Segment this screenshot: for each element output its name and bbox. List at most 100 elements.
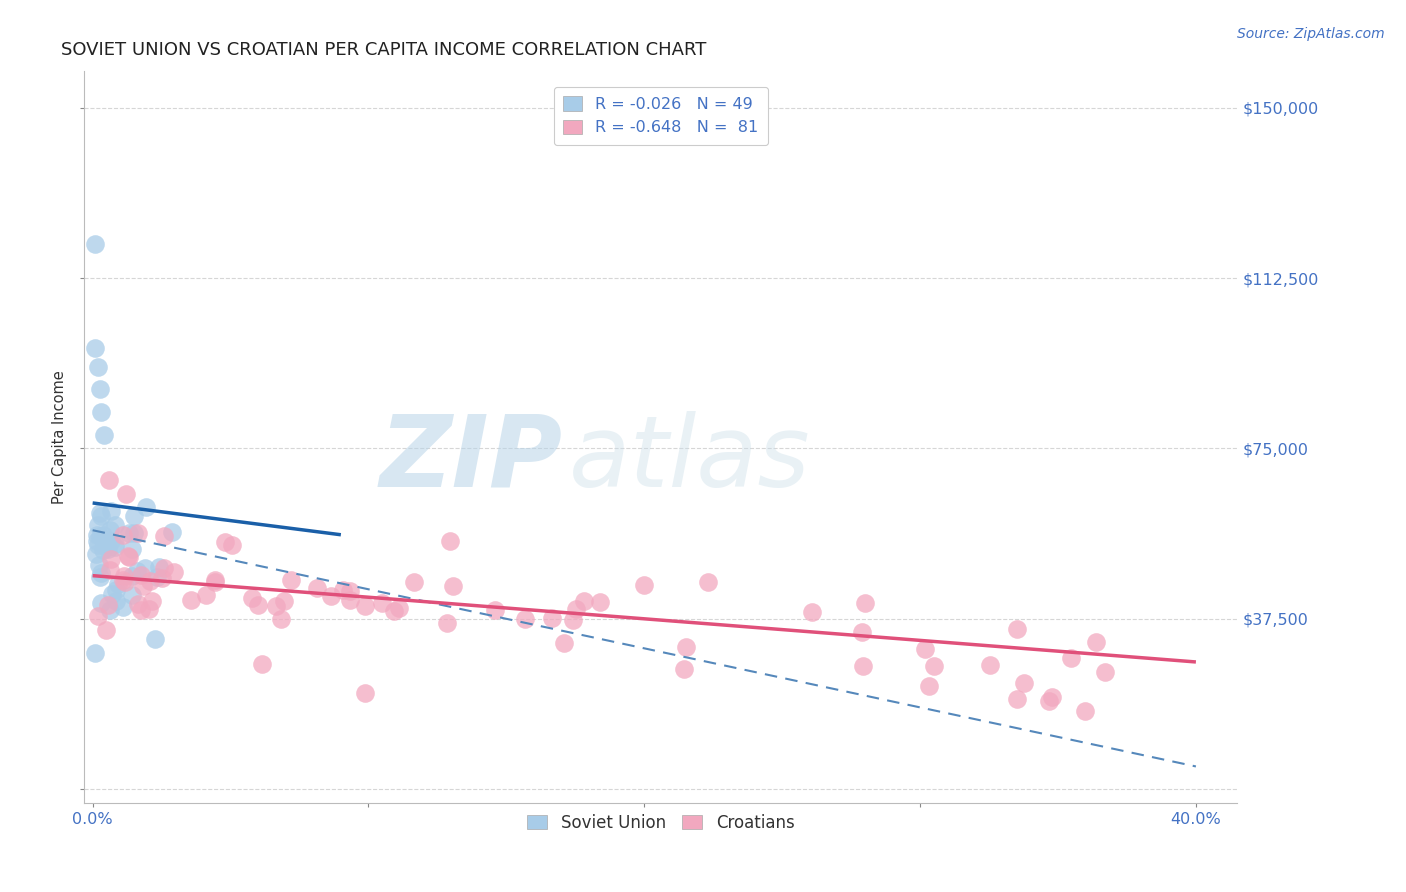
Point xyxy=(163,565,186,579)
Point xyxy=(247,598,270,612)
Point xyxy=(105,582,128,597)
Point xyxy=(89,506,111,520)
Point xyxy=(100,533,122,548)
Point xyxy=(107,577,129,591)
Point xyxy=(89,383,111,397)
Point xyxy=(589,595,612,609)
Point xyxy=(86,534,108,549)
Point xyxy=(697,574,720,589)
Point xyxy=(1012,676,1035,690)
Point xyxy=(111,528,134,542)
Point xyxy=(145,570,167,584)
Point xyxy=(87,359,110,374)
Point xyxy=(441,579,464,593)
Point xyxy=(93,538,115,552)
Point xyxy=(90,595,112,609)
Point xyxy=(305,582,328,596)
Point xyxy=(100,603,122,617)
Point xyxy=(121,588,143,602)
Point xyxy=(111,574,134,588)
Point xyxy=(851,625,873,640)
Point xyxy=(98,473,121,487)
Point xyxy=(853,596,876,610)
Point xyxy=(138,602,160,616)
Point xyxy=(148,559,170,574)
Point xyxy=(153,529,176,543)
Point xyxy=(1074,704,1097,718)
Point xyxy=(122,509,145,524)
Point xyxy=(1094,665,1116,680)
Point xyxy=(339,583,361,598)
Point xyxy=(675,640,697,654)
Point xyxy=(122,526,145,541)
Point xyxy=(121,541,143,556)
Point xyxy=(439,533,461,548)
Point xyxy=(127,565,149,579)
Point xyxy=(98,563,121,577)
Point xyxy=(180,593,202,607)
Point xyxy=(572,593,595,607)
Point xyxy=(87,608,110,623)
Point xyxy=(404,574,426,589)
Point xyxy=(90,405,112,419)
Text: SOVIET UNION VS CROATIAN PER CAPITA INCOME CORRELATION CHART: SOVIET UNION VS CROATIAN PER CAPITA INCO… xyxy=(62,41,707,59)
Point xyxy=(204,574,226,588)
Point xyxy=(354,599,377,613)
Point xyxy=(98,523,121,537)
Point xyxy=(1005,622,1028,636)
Text: ZIP: ZIP xyxy=(380,410,562,508)
Point xyxy=(332,583,354,598)
Point xyxy=(104,537,127,551)
Point xyxy=(86,528,108,542)
Point xyxy=(97,598,120,612)
Legend: Soviet Union, Croatians: Soviet Union, Croatians xyxy=(520,807,801,838)
Point xyxy=(96,536,118,550)
Point xyxy=(1040,690,1063,704)
Point xyxy=(129,568,152,582)
Text: Source: ZipAtlas.com: Source: ZipAtlas.com xyxy=(1237,27,1385,41)
Point xyxy=(141,593,163,607)
Point xyxy=(138,574,160,588)
Point xyxy=(97,541,120,556)
Point xyxy=(280,573,302,587)
Point xyxy=(541,610,564,624)
Point xyxy=(152,561,174,575)
Point xyxy=(150,570,173,584)
Point xyxy=(112,568,135,582)
Point xyxy=(89,570,111,584)
Point xyxy=(118,549,141,564)
Point xyxy=(633,578,655,592)
Point xyxy=(105,594,128,608)
Point xyxy=(112,600,135,615)
Point xyxy=(91,543,114,558)
Point xyxy=(104,540,127,554)
Point xyxy=(84,237,107,252)
Point xyxy=(96,623,118,637)
Point xyxy=(114,574,136,589)
Point xyxy=(273,594,295,608)
Point xyxy=(914,641,936,656)
Point xyxy=(132,579,155,593)
Point xyxy=(388,600,411,615)
Point xyxy=(89,529,111,543)
Point xyxy=(852,658,875,673)
Point xyxy=(127,597,149,611)
Point xyxy=(84,646,107,660)
Point xyxy=(89,558,111,572)
Point xyxy=(264,599,287,614)
Point xyxy=(354,686,377,700)
Point xyxy=(918,679,941,693)
Point xyxy=(134,561,156,575)
Point xyxy=(93,427,115,442)
Point xyxy=(93,527,115,541)
Point xyxy=(143,632,166,647)
Point xyxy=(114,487,136,501)
Point xyxy=(118,526,141,541)
Point xyxy=(195,588,218,602)
Point xyxy=(1085,635,1108,649)
Point xyxy=(270,612,292,626)
Point xyxy=(117,549,139,563)
Point xyxy=(922,658,945,673)
Point xyxy=(160,524,183,539)
Point xyxy=(371,596,394,610)
